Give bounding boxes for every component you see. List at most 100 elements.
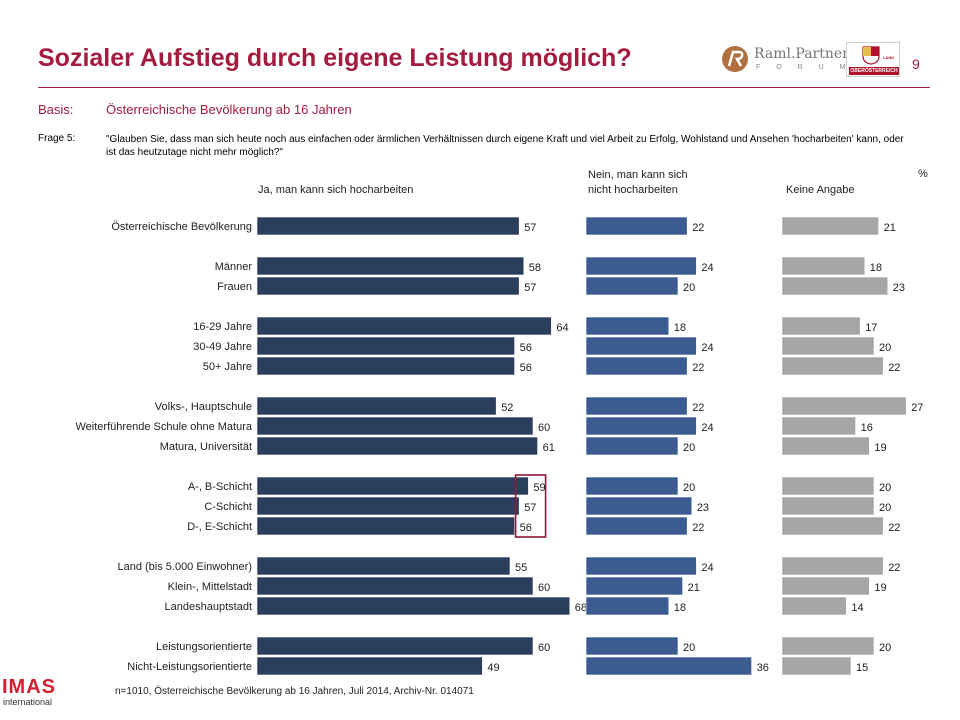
value-label: 14 [851, 602, 863, 614]
bar-no [585, 556, 697, 576]
value-label: 20 [683, 442, 695, 454]
bar-yes [256, 496, 520, 516]
row-label: 16-29 Jahre [193, 321, 252, 333]
value-label: 22 [888, 362, 900, 374]
page-title: Sozialer Aufstieg durch eigene Leistung … [38, 44, 632, 72]
bar-no [585, 336, 697, 356]
bar-none [781, 216, 879, 236]
bar-no [585, 276, 679, 296]
bar-yes [256, 556, 511, 576]
bar-none [781, 576, 870, 596]
value-label: 16 [861, 422, 873, 434]
raml-partner-sub: F O R U M [756, 64, 853, 71]
bar-none [781, 596, 847, 616]
value-label: 36 [757, 662, 769, 674]
percent-unit: % [918, 168, 928, 180]
value-label: 22 [692, 402, 704, 414]
value-label: 24 [701, 422, 713, 434]
region-logo-frame: LAND OBERÖSTERREICH [846, 42, 900, 77]
basis-value: Österreichische Bevölkerung ab 16 Jahren [106, 102, 352, 117]
bar-no [585, 636, 679, 656]
value-label: 56 [520, 362, 532, 374]
bar-none [781, 516, 884, 536]
bar-yes [256, 636, 534, 656]
bar-yes [256, 276, 520, 296]
value-label: 18 [674, 602, 686, 614]
row-label: 30-49 Jahre [193, 341, 252, 353]
row-label: C-Schicht [204, 501, 252, 513]
value-label: 21 [884, 222, 896, 234]
value-label: 59 [533, 482, 545, 494]
value-label: 64 [556, 322, 568, 334]
column-header-yes: Ja, man kann sich hocharbeiten [258, 184, 414, 196]
header-divider [38, 87, 930, 88]
value-label: 23 [893, 282, 905, 294]
bar-none [781, 656, 852, 676]
row-label: Nicht-Leistungsorientierte [127, 661, 252, 673]
value-label: 24 [701, 342, 713, 354]
bar-none [781, 476, 875, 496]
bar-none [781, 396, 907, 416]
value-label: 60 [538, 642, 550, 654]
value-label: 58 [529, 262, 541, 274]
imas-logo: IMAS international [2, 676, 102, 712]
value-label: 68 [575, 602, 587, 614]
value-label: 57 [524, 282, 536, 294]
bar-none [781, 316, 861, 336]
value-label: 21 [688, 582, 700, 594]
value-label: 17 [865, 322, 877, 334]
bar-no [585, 476, 679, 496]
raml-partner-logo: Raml.Partner F O R U M [720, 44, 849, 74]
bar-no [585, 216, 688, 236]
value-label: 20 [683, 482, 695, 494]
value-label: 61 [543, 442, 555, 454]
bar-yes [256, 356, 515, 376]
bar-yes [256, 596, 571, 616]
bar-none [781, 416, 856, 436]
bar-none [781, 356, 884, 376]
bar-no [585, 576, 683, 596]
bar-no [585, 256, 697, 276]
bar-no [585, 316, 670, 336]
value-label: 18 [674, 322, 686, 334]
value-label: 57 [524, 502, 536, 514]
row-label: Österreichische Bevölkerung [111, 221, 252, 233]
bar-no [585, 596, 670, 616]
value-label: 20 [683, 282, 695, 294]
bar-yes [256, 476, 529, 496]
value-label: 22 [888, 522, 900, 534]
value-label: 15 [856, 662, 868, 674]
value-label: 55 [515, 562, 527, 574]
value-label: 56 [520, 522, 532, 534]
value-label: 27 [911, 402, 923, 414]
row-label: Frauen [217, 281, 252, 293]
row-label: Leistungsorientierte [156, 641, 252, 653]
value-label: 22 [888, 562, 900, 574]
page-number: 9 [912, 56, 920, 72]
value-label: 52 [501, 402, 513, 414]
bar-no [585, 656, 752, 676]
bar-none [781, 636, 875, 656]
row-label: Land (bis 5.000 Einwohner) [117, 561, 252, 573]
value-label: 19 [874, 442, 886, 454]
value-label: 20 [879, 342, 891, 354]
region-logo-land: LAND [883, 55, 895, 60]
row-label: A-, B-Schicht [188, 481, 252, 493]
bar-no [585, 396, 688, 416]
bar-none [781, 556, 884, 576]
land-oberoesterreich-logo: LAND OBERÖSTERREICH [846, 42, 900, 77]
value-label: 49 [487, 662, 499, 674]
value-label: 20 [879, 482, 891, 494]
bar-none [781, 276, 889, 296]
row-label: Landeshauptstadt [165, 601, 252, 613]
value-label: 22 [692, 522, 704, 534]
value-label: 22 [692, 362, 704, 374]
column-header-none: Keine Angabe [786, 184, 855, 196]
imas-logo-sub: international [3, 697, 53, 707]
bar-yes [256, 576, 534, 596]
value-label: 18 [870, 262, 882, 274]
bar-yes [256, 396, 497, 416]
row-label: Männer [215, 261, 253, 273]
bar-none [781, 496, 875, 516]
bar-yes [256, 216, 520, 236]
